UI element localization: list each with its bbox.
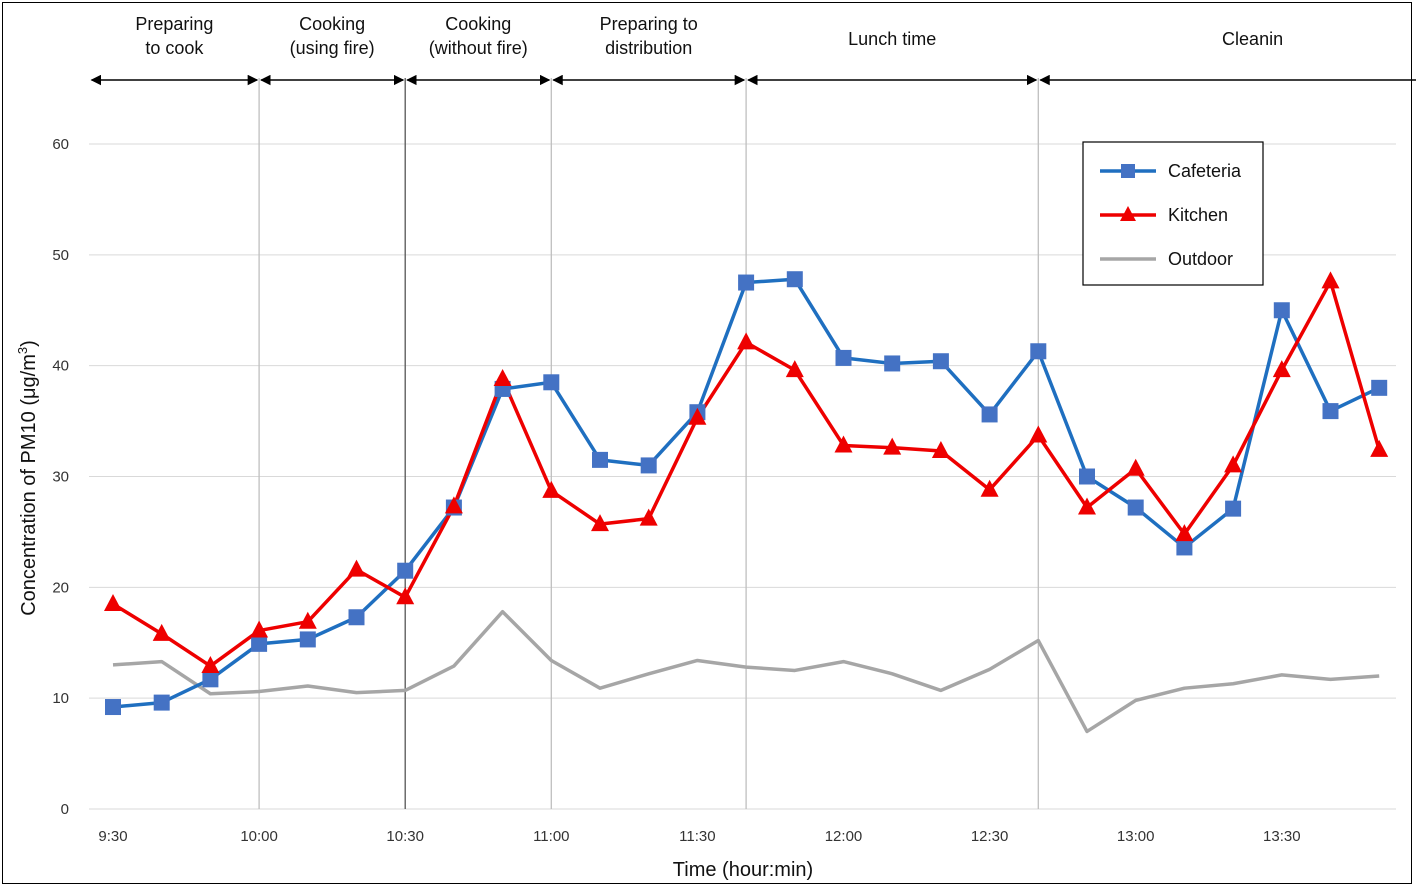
phase-label: distribution <box>605 38 692 58</box>
kitchen-point <box>542 480 561 498</box>
kitchen-point <box>591 514 609 532</box>
legend-marker <box>1120 206 1136 221</box>
cafeteria-point <box>932 353 949 370</box>
outdoor-line <box>112 609 1380 734</box>
kitchen-point <box>104 593 122 611</box>
legend-label: Cafeteria <box>1168 161 1242 181</box>
kitchen-point <box>347 559 366 577</box>
phase-annotations: Preparing to cook Cooking (using fire) Cooki… <box>90 14 1416 86</box>
kitchen-point <box>1029 425 1048 443</box>
cafeteria-point <box>153 694 170 711</box>
y-axis-title-close: ) <box>18 340 40 347</box>
cafeteria-point <box>1079 468 1095 485</box>
x-tick-label: 10:00 <box>240 828 278 845</box>
kitchen-point <box>931 441 950 459</box>
phase-label: (using fire) <box>290 38 375 58</box>
cafeteria-point <box>786 271 803 288</box>
phase-label: Preparing <box>135 14 213 34</box>
y-axis-title: Concentration of PM10 (μg/m3) <box>15 340 40 616</box>
y-tick-label: 0 <box>61 801 69 818</box>
legend-label: Outdoor <box>1168 249 1233 269</box>
cafeteria-point <box>105 699 121 716</box>
kitchen-point <box>785 360 804 378</box>
kitchen-point <box>1321 271 1340 289</box>
legend-marker <box>1121 164 1135 178</box>
axis-ticks: 0 10 20 30 40 50 60 9:30 10:00 10:30 11:00 11:30 12:… <box>52 136 1300 845</box>
phase-label: Cleanin <box>1222 29 1283 49</box>
kitchen-point <box>1078 497 1096 515</box>
kitchen-point <box>980 479 999 497</box>
y-tick-label: 40 <box>52 358 69 375</box>
cafeteria-point <box>1176 539 1193 556</box>
cafeteria-point <box>640 457 657 474</box>
cafeteria-point <box>202 671 219 688</box>
x-tick-label: 13:00 <box>1117 828 1155 845</box>
cafeteria-point <box>884 355 901 372</box>
series-lines <box>104 271 1389 734</box>
y-tick-label: 30 <box>52 469 69 486</box>
x-tick-label: 11:00 <box>533 828 569 845</box>
y-axis-title-superscript: 3 <box>15 347 30 354</box>
pm10-line-chart: Preparing to cook Cooking (using fire) Cooki… <box>15 14 1416 881</box>
cafeteria-point <box>1371 379 1388 396</box>
y-tick-label: 10 <box>52 690 69 707</box>
phase-dividers <box>258 78 1039 809</box>
kitchen-point <box>1370 439 1389 457</box>
kitchen-point <box>737 332 756 350</box>
cafeteria-point <box>251 635 268 652</box>
x-tick-label: 13:30 <box>1263 828 1301 845</box>
kitchen-point <box>152 623 171 641</box>
kitchen-point <box>639 508 658 526</box>
cafeteria-point <box>348 609 365 626</box>
phase-label: to cook <box>145 38 204 58</box>
x-tick-label: 12:00 <box>825 828 863 845</box>
kitchen-point <box>1126 458 1145 476</box>
cafeteria-point <box>1322 403 1339 420</box>
kitchen-point <box>883 437 902 455</box>
cafeteria-point <box>1030 343 1047 360</box>
x-tick-label: 11:30 <box>679 828 715 845</box>
x-tick-label: 12:30 <box>971 828 1009 845</box>
cafeteria-point <box>981 406 998 423</box>
kitchen-point <box>1224 455 1243 473</box>
x-tick-label: 9:30 <box>98 828 127 845</box>
cafeteria-point <box>835 349 852 366</box>
gridlines <box>89 143 1396 810</box>
kitchen-point <box>688 407 707 425</box>
kitchen-point <box>298 611 317 629</box>
y-tick-label: 20 <box>52 579 69 596</box>
legend-label: Kitchen <box>1168 205 1228 225</box>
kitchen-point <box>396 587 415 605</box>
kitchen-point <box>1272 360 1291 378</box>
cafeteria-point <box>592 451 608 468</box>
cafeteria-point <box>397 562 414 579</box>
phase-label: Lunch time <box>848 29 936 49</box>
cafeteria-point <box>1273 302 1290 319</box>
cafeteria-point <box>1225 500 1242 517</box>
phase-label: (without fire) <box>429 38 528 58</box>
legend: Cafeteria Kitchen Outdoor <box>1082 141 1264 286</box>
phase-label: Cooking <box>445 14 511 34</box>
x-tick-label: 10:30 <box>386 828 424 845</box>
cafeteria-point <box>299 631 316 648</box>
kitchen-point <box>493 368 512 386</box>
kitchen-point <box>834 435 853 453</box>
cafeteria-point <box>543 374 560 391</box>
cafeteria-point <box>738 274 755 291</box>
y-tick-label: 60 <box>52 136 69 153</box>
x-axis-title: Time (hour:min) <box>673 859 813 881</box>
kitchen-point <box>201 656 220 674</box>
y-axis-title-main: Concentration of PM10 (μg/m <box>18 354 40 616</box>
phase-label: Cooking <box>299 14 365 34</box>
y-tick-label: 50 <box>52 247 69 264</box>
kitchen-point <box>1175 524 1194 542</box>
phase-label: Preparing to <box>600 14 698 34</box>
kitchen-point <box>250 620 269 638</box>
cafeteria-point <box>1127 499 1144 516</box>
kitchen-point <box>444 496 463 514</box>
